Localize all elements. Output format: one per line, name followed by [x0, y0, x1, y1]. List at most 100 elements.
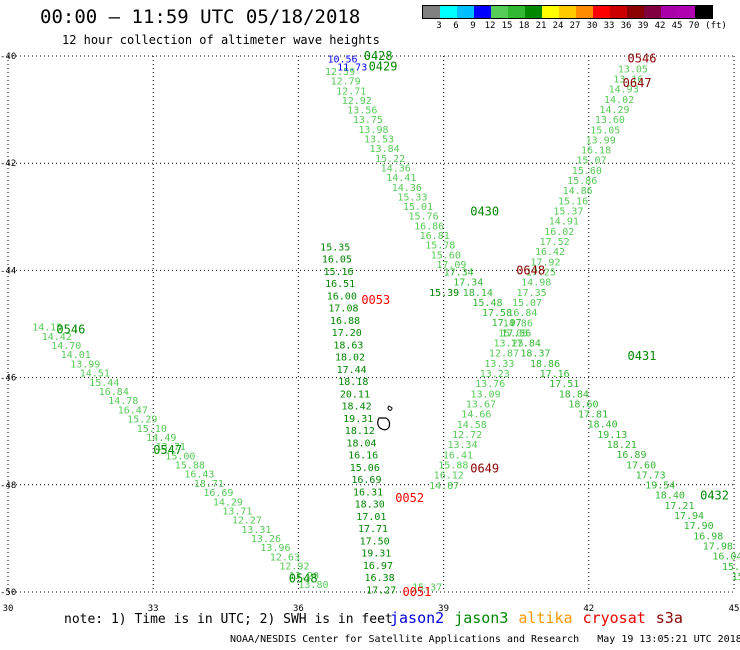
- pass-time-label: 0546: [56, 322, 85, 336]
- wave-height-value: 18.37: [520, 349, 550, 360]
- wave-height-value: 17.21: [664, 501, 694, 512]
- wave-height-value: 18.02: [335, 353, 365, 364]
- wave-height-value: 18.40: [588, 420, 618, 431]
- wave-height-value: 13.34: [447, 440, 477, 451]
- wave-height-value: 14.87: [429, 481, 459, 492]
- wave-height-value: 15.22: [375, 154, 405, 165]
- wave-height-value: 16.47: [118, 405, 148, 416]
- legend-color-swatch: [423, 6, 440, 18]
- wave-height-value: 14.02: [604, 95, 634, 106]
- legend-value-label: 42: [654, 21, 666, 31]
- wave-height-value: 17.81: [578, 410, 608, 421]
- legend-color-swatch: [542, 6, 559, 18]
- wave-height-value: 17.34: [444, 267, 474, 278]
- wave-height-value: 13.31: [241, 525, 271, 536]
- wave-height-value: 18.84: [559, 389, 589, 400]
- wave-height-value: 16.86: [414, 221, 444, 232]
- wave-height-value: 14.91: [549, 217, 579, 228]
- legend-value-label: 21: [535, 21, 547, 31]
- wave-height-value: 15.37: [412, 583, 442, 594]
- wave-height-value: 17.71: [358, 524, 388, 535]
- wave-height-value: 19.31: [343, 414, 373, 425]
- wave-height-value: 15.76: [409, 212, 439, 223]
- wave-height-value: 14.86: [503, 318, 533, 329]
- wave-height-value: 15.35: [320, 242, 350, 253]
- wave-height-value: 16.89: [616, 450, 646, 461]
- wave-height-value: 15.33: [397, 192, 427, 203]
- legend-color-swatch: [576, 6, 593, 18]
- wave-height-value: 16.41: [443, 450, 473, 461]
- wave-height-value: 18.40: [655, 491, 685, 502]
- wave-height-value: 15.78: [425, 241, 455, 252]
- wave-height-value: 16.05: [322, 255, 352, 266]
- wave-height-value: 19.31: [361, 549, 391, 560]
- wave-height-value: 16.84: [99, 387, 129, 398]
- wave-height-value: 16.84: [507, 308, 537, 319]
- wave-height-value: 15.06: [350, 463, 380, 474]
- legend-labels: 3 6 9 12 15 18 21 24 27 30 33 36 39 42 45 70 (ft): [422, 19, 727, 33]
- wave-height-value: 14.49: [146, 433, 176, 444]
- chart-title: 00:00 – 11:59 UTC 05/18/2018: [40, 6, 361, 28]
- wave-height-value: 16.88: [330, 316, 360, 327]
- wave-height-value: 12.92: [342, 96, 372, 107]
- x-tick-label: 45: [729, 604, 740, 614]
- y-tick-label: -42: [0, 159, 16, 169]
- wave-height-value: 15.37: [553, 207, 583, 218]
- wave-height-value: 15.05: [498, 328, 528, 339]
- pass-time-label: 0053: [361, 293, 390, 307]
- wave-height-value: 15.88: [438, 460, 468, 471]
- wave-height-value: 15.01: [403, 202, 433, 213]
- wave-height-value: 15.29: [732, 572, 740, 583]
- wave-height-value: 18.12: [345, 426, 375, 437]
- wave-height-value: 17.51: [549, 379, 579, 390]
- legend-color-swatch: [491, 6, 508, 18]
- legend-value-label: 6: [453, 21, 459, 31]
- legend-color-swatch: [508, 6, 525, 18]
- wave-height-value: 17.27: [366, 585, 396, 596]
- x-tick-label: 33: [148, 604, 159, 614]
- wave-height-value: 19.13: [597, 430, 627, 441]
- legend-value-label: 15: [501, 21, 513, 31]
- wave-height-value: 13.25: [494, 339, 524, 350]
- wave-height-value: 18.42: [342, 402, 372, 413]
- legend-value-label: 70: [688, 21, 700, 31]
- legend-value-label: 33: [603, 21, 615, 31]
- wave-height-value: 16.97: [363, 561, 393, 572]
- wave-height-value: 15.00: [165, 451, 195, 462]
- legend-color-swatch: [474, 6, 491, 18]
- wave-height-value: 16.31: [353, 487, 383, 498]
- pass-time-label: 0430: [470, 204, 499, 218]
- satellite-legend-item: altika: [518, 609, 573, 627]
- wave-height-value: 17.25: [526, 267, 556, 278]
- legend-color-swatch: [678, 6, 695, 18]
- wave-height-value: 16.81: [420, 231, 450, 242]
- wave-height-value: 16.02: [544, 227, 574, 238]
- pass-time-label: 0052: [395, 491, 424, 505]
- wave-height-value: 14.86: [563, 186, 593, 197]
- y-tick-label: -40: [0, 52, 16, 62]
- pass-time-label: 0428: [364, 49, 393, 63]
- legend-value-label: 3: [436, 21, 442, 31]
- wave-height-value: 13.96: [260, 543, 290, 554]
- wave-height-value: 18.04: [346, 438, 376, 449]
- wave-height-value: 15.16: [323, 267, 353, 278]
- legend-color-swatch: [559, 6, 576, 18]
- wave-height-value: 15.44: [89, 378, 119, 389]
- wave-height-value: 14.29: [213, 497, 243, 508]
- wave-height-value: 13.26: [251, 534, 281, 545]
- wave-height-value: 13.71: [156, 442, 186, 453]
- color-legend: 3 6 9 12 15 18 21 24 27 30 33 36 39 42 45 70 (ft): [422, 5, 727, 33]
- wave-height-value: 17.16: [540, 369, 570, 380]
- legend-value-label: 45: [671, 21, 683, 31]
- wave-height-value: 13.76: [475, 379, 505, 390]
- legend-value-label: 30: [586, 21, 598, 31]
- wave-height-value: 12.59: [325, 67, 355, 78]
- wave-height-value: 16.43: [184, 470, 214, 481]
- wave-height-value: 15.16: [558, 196, 588, 207]
- legend-color-swatch: [593, 6, 610, 18]
- wave-height-value: 12.92: [279, 562, 309, 573]
- wave-height-value: 12.27: [232, 516, 262, 527]
- wave-height-value: 18.60: [568, 399, 598, 410]
- wave-height-value: 14.70: [51, 341, 81, 352]
- y-tick-label: -50: [0, 588, 16, 598]
